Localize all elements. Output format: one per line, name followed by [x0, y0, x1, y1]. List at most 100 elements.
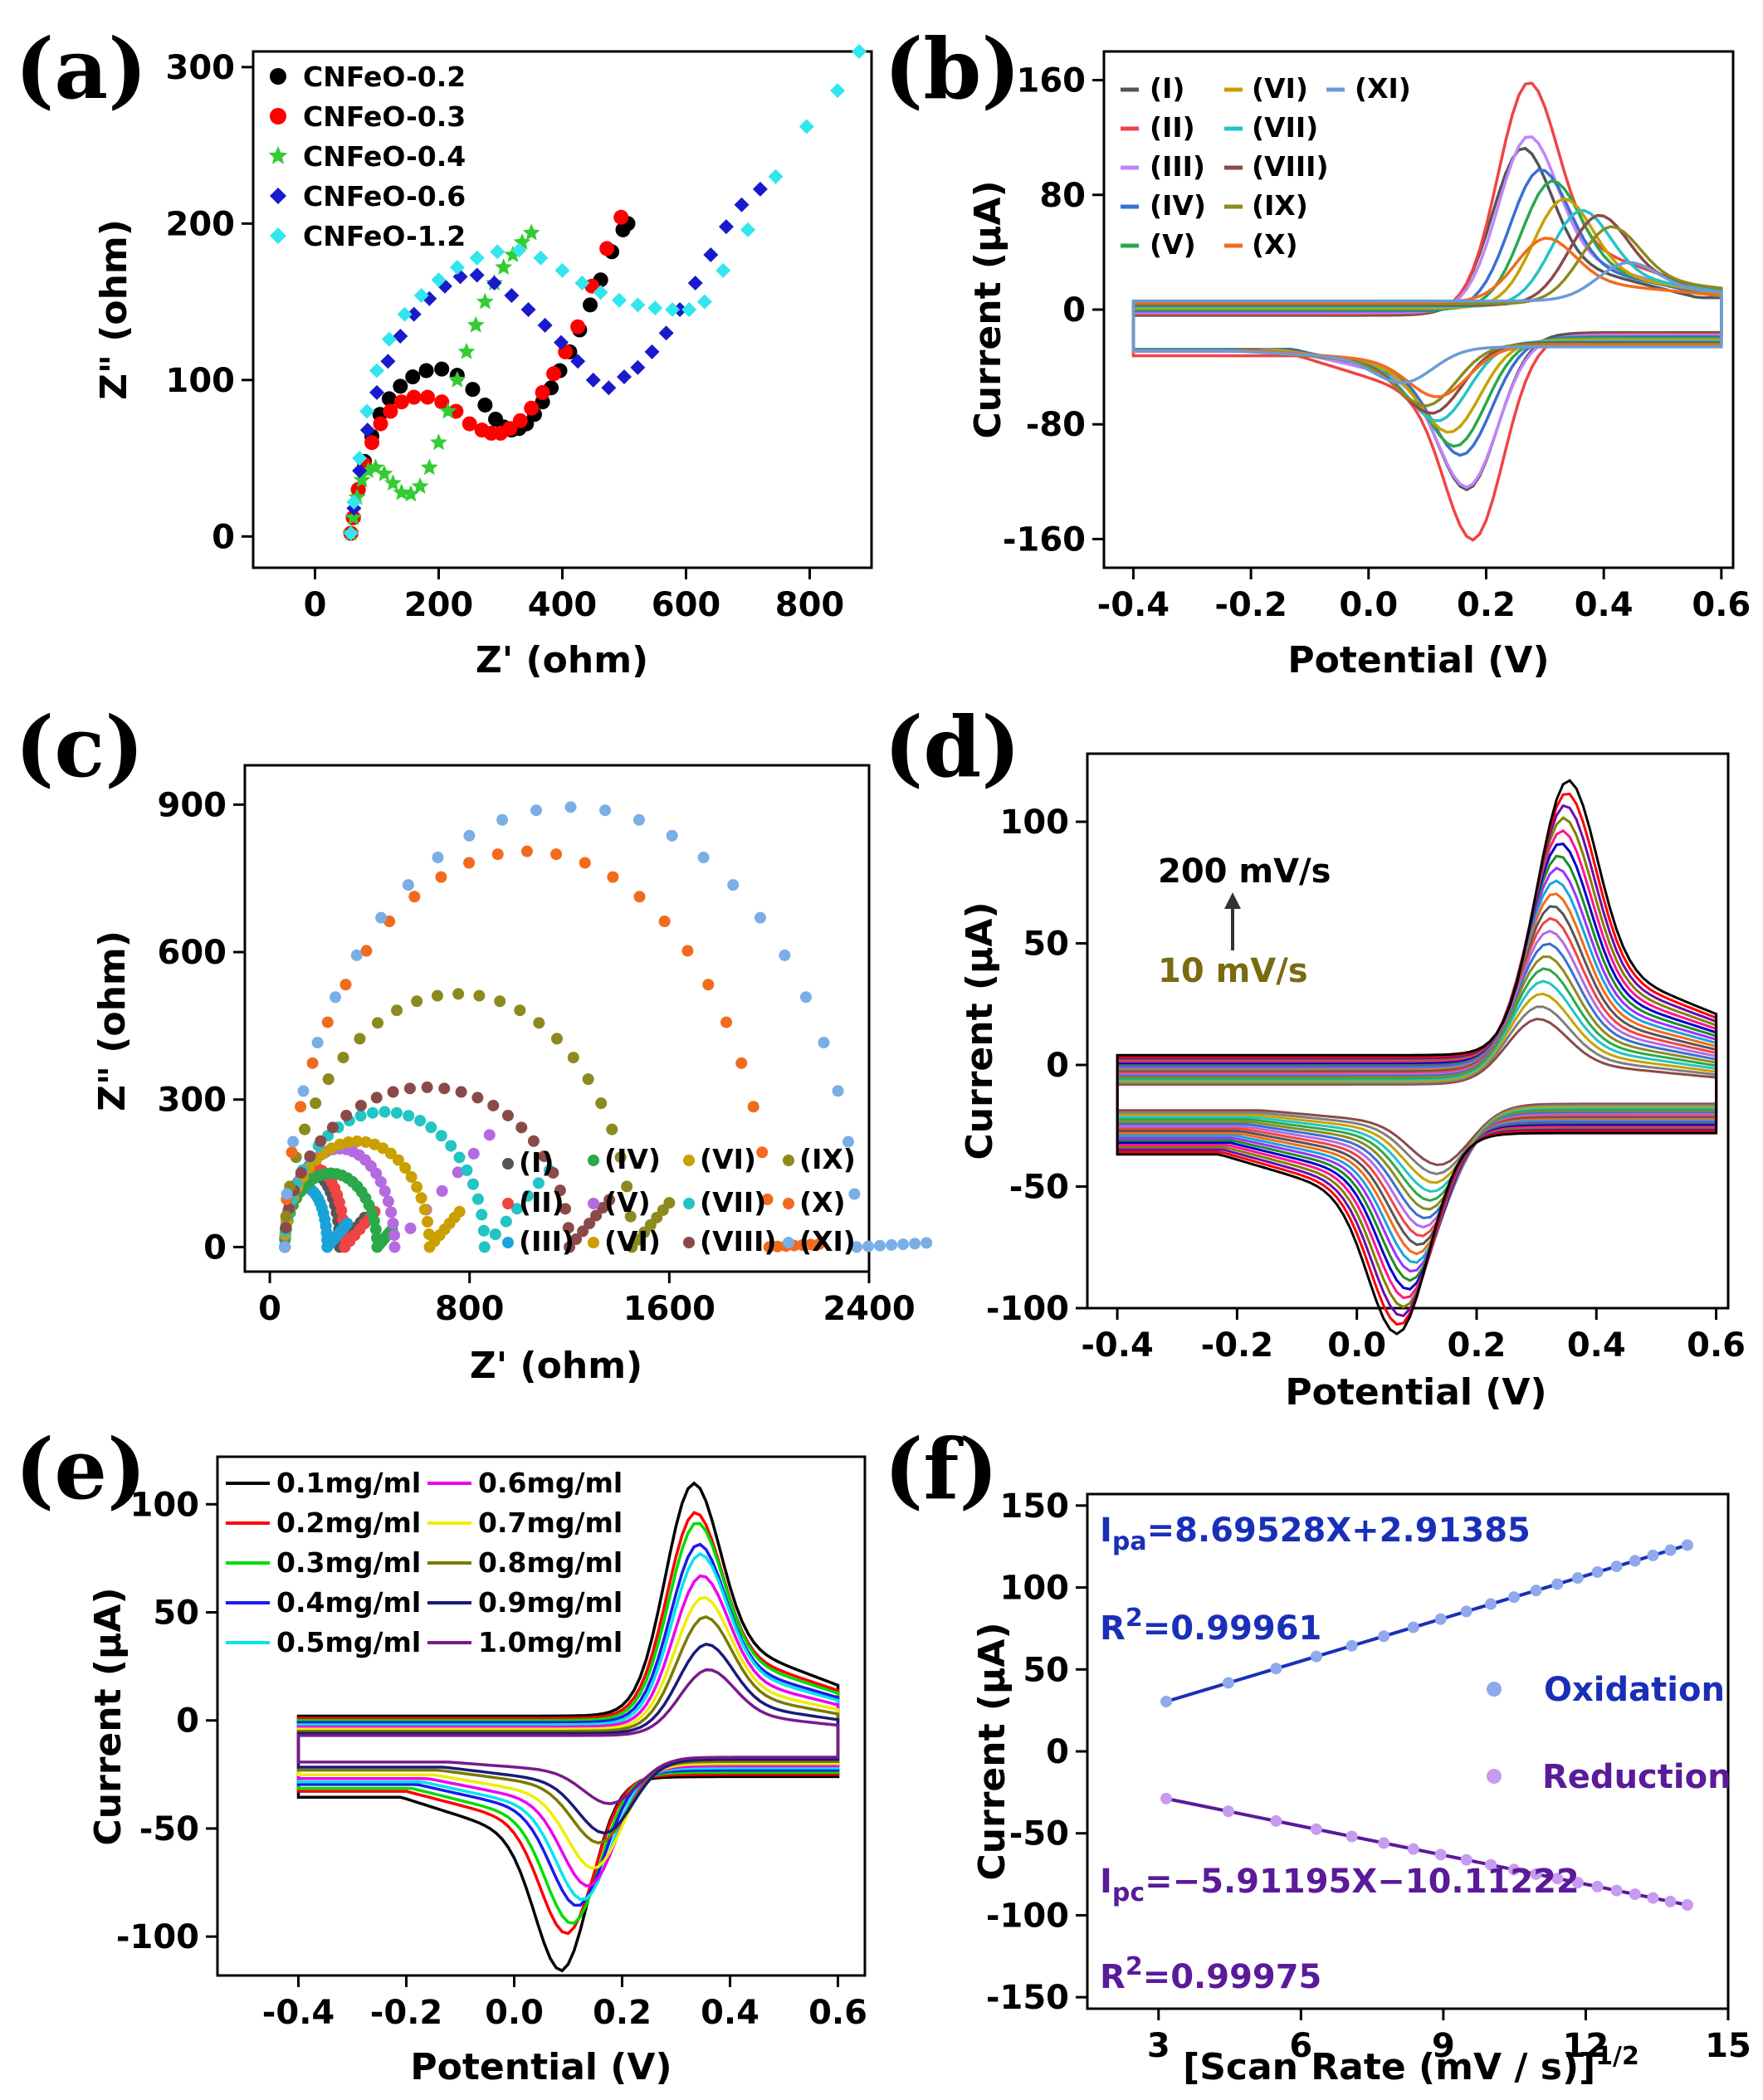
data-point — [453, 1151, 466, 1164]
x-tick-label: 800 — [775, 586, 845, 624]
legend-entry-IV: (IV) — [588, 1143, 661, 1175]
data-point — [585, 372, 601, 388]
data-point — [342, 1135, 354, 1148]
data-point — [403, 1082, 416, 1095]
data-point — [520, 302, 536, 317]
data-point — [1571, 1572, 1584, 1585]
panel-b-cv-materials: (b) -0.4 -0.2 0.0 0.2 0.4 0.6 160 80 0 -80 -160 Po… — [884, 20, 1751, 681]
data-point — [452, 988, 465, 1000]
data-point — [761, 1193, 774, 1205]
legend-label: 0.8mg/ml — [478, 1546, 623, 1579]
legend-marker — [783, 1237, 794, 1248]
legend-label: (II) — [519, 1186, 564, 1218]
data-point — [590, 1209, 603, 1222]
x-tick-label: 0 — [258, 1290, 281, 1328]
legend-entry-I: (I) — [1121, 72, 1184, 105]
data-point — [512, 413, 528, 428]
data-point — [280, 1210, 292, 1223]
legend-entry-oxidation: Oxidation — [1487, 1671, 1725, 1709]
data-point — [886, 1238, 898, 1251]
data-point — [453, 1205, 466, 1218]
y-tick-label: 50 — [153, 1595, 199, 1633]
data-point — [500, 1215, 512, 1228]
data-point — [496, 813, 509, 826]
legend-marker — [588, 1198, 599, 1209]
data-point — [614, 1151, 627, 1164]
data-point — [404, 1222, 417, 1234]
data-point — [408, 891, 421, 903]
panel-label-a: (a) — [15, 20, 147, 118]
data-point — [1551, 1578, 1564, 1590]
data-point — [397, 306, 413, 322]
data-point — [321, 1016, 334, 1028]
legend-label: Reduction — [1542, 1758, 1731, 1796]
legend-entry-IX: (IX) — [1224, 189, 1308, 222]
data-point — [1664, 1544, 1677, 1556]
data-point — [524, 400, 540, 416]
cv-curve-0.9mg/ml — [296, 1642, 840, 1835]
series-cnfeo-1.2 — [343, 44, 867, 541]
data-point — [1378, 1630, 1390, 1643]
data-point — [378, 1185, 391, 1198]
data-point — [593, 285, 608, 300]
data-point — [418, 1204, 431, 1216]
legend-label: 0.1mg/ml — [276, 1467, 421, 1499]
legend-entry-cnfeo-0.6: CNFeO-0.6 — [270, 180, 466, 212]
panel-f-peak-current-vs-sqrt-scanrate: (f) 3 6 9 12 15 150 100 50 0 -50 -100 -150 Ipa=8.69… — [884, 1420, 1751, 2088]
data-point — [570, 354, 586, 369]
data-point — [388, 1229, 400, 1242]
data-point — [554, 1184, 566, 1197]
data-point — [547, 1166, 559, 1179]
data-point — [520, 845, 533, 857]
data-point — [279, 1241, 291, 1253]
data-point — [562, 1222, 574, 1234]
legend-label: (VII) — [1252, 111, 1318, 144]
data-point — [435, 871, 447, 883]
data-point — [436, 1184, 448, 1197]
legend-c: (I) (II) (III) (IV) (V) (VI) (VI) (VII) … — [502, 1143, 856, 1258]
data-point — [299, 1123, 311, 1135]
data-point — [391, 1004, 403, 1017]
x-tick-label: -0.4 — [1097, 586, 1170, 624]
panel-label-d: (d) — [884, 698, 1021, 796]
data-point — [1647, 1549, 1659, 1561]
data-point — [624, 1210, 637, 1223]
data-point — [411, 995, 423, 1008]
data-point — [921, 1237, 933, 1249]
series-oxidation — [1160, 1539, 1693, 1707]
data-point — [393, 329, 408, 344]
data-point — [476, 1209, 488, 1221]
data-point — [465, 382, 481, 398]
data-point — [1270, 1663, 1282, 1675]
data-point — [434, 394, 450, 410]
legend-entry-X: (X) — [783, 1186, 846, 1218]
y-axis-label-c: Z" (ohm) — [91, 930, 134, 1111]
x-tick-label: -0.4 — [1081, 1326, 1153, 1365]
legend-marker — [268, 146, 288, 164]
x-tick-label: 0.2 — [1457, 586, 1516, 624]
data-point — [1310, 1823, 1322, 1835]
data-point — [504, 288, 520, 304]
x-tick-label: 200 — [404, 586, 474, 624]
cv-curve-0.3mg/ml — [296, 1521, 840, 1925]
legend-label: (VIII) — [700, 1225, 777, 1258]
x-axis-label-c: Z' (ohm) — [470, 1345, 642, 1387]
legend-label: (XI) — [799, 1225, 856, 1258]
data-point — [487, 1099, 500, 1111]
data-point — [909, 1238, 921, 1250]
data-point — [1345, 1639, 1358, 1652]
data-point — [413, 288, 429, 304]
data-point — [435, 1130, 447, 1142]
data-point — [297, 1085, 310, 1097]
data-point — [658, 916, 671, 928]
series-VII — [279, 1106, 555, 1253]
data-point — [295, 1166, 307, 1179]
data-point — [703, 247, 719, 263]
data-series-b — [1131, 81, 1723, 542]
legend-entry-XI: (XI) — [783, 1225, 856, 1258]
data-point — [380, 354, 396, 369]
data-point — [647, 300, 663, 316]
legend-entry-cnfeo-0.4: CNFeO-0.4 — [268, 140, 466, 173]
x-tick-label: -0.4 — [262, 1994, 335, 2032]
data-point — [501, 1109, 514, 1121]
